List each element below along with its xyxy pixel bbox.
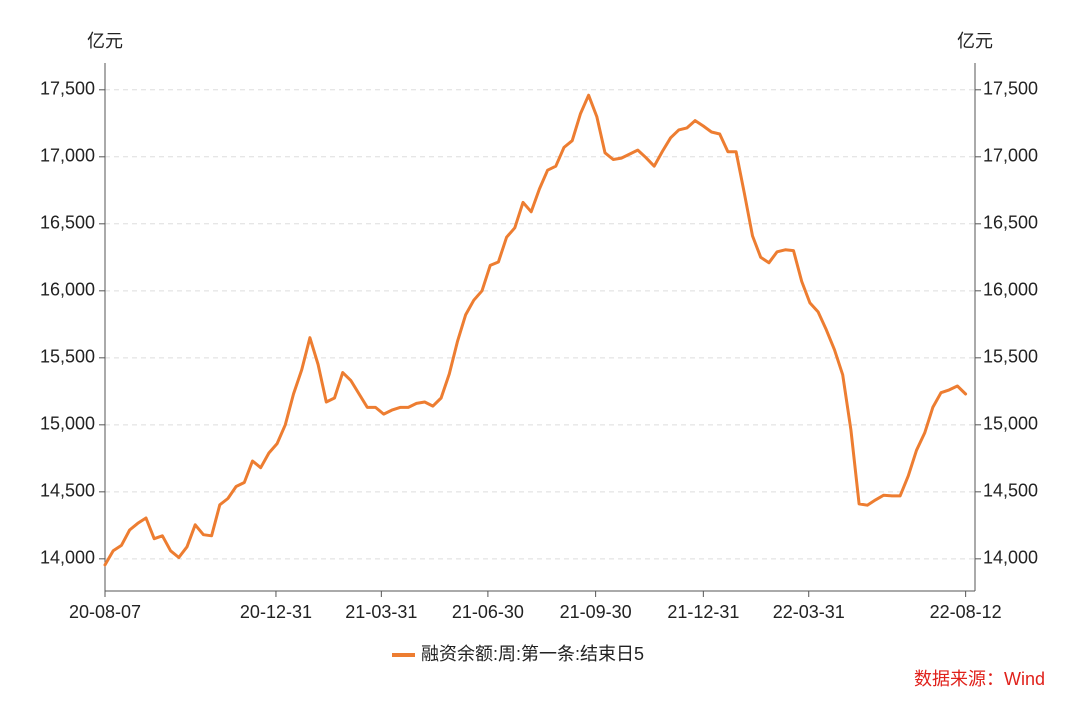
y-tick-label: 14,000: [40, 548, 95, 568]
y-axis-label: 亿元: [87, 31, 123, 51]
x-tick-label: 22-03-31: [773, 602, 845, 622]
y-tick-label: 17,500: [40, 79, 95, 99]
y2-tick-label: 17,000: [983, 146, 1038, 166]
x-tick-label: 21-03-31: [345, 602, 417, 622]
y2-axis-label: 亿元: [957, 31, 993, 51]
y2-tick-label: 15,000: [983, 414, 1038, 434]
source: 数据来源：Wind: [914, 669, 1045, 689]
x-tick-label: 21-06-30: [452, 602, 524, 622]
y2-tick-label: 14,500: [983, 481, 1038, 501]
line-series: [103, 93, 968, 567]
y2-tick-label: 16,500: [983, 213, 1038, 233]
y-tick-label: 16,000: [40, 280, 95, 300]
y2-tick-label: 16,000: [983, 280, 1038, 300]
legend-label: 融资余额:周:第一条:结束日5: [421, 644, 644, 664]
y2-tick-label: 17,500: [983, 79, 1038, 99]
x-tick-label: 22-08-12: [930, 602, 1002, 622]
x-tick-label: 20-12-31: [240, 602, 312, 622]
x-tick-label: 21-09-30: [560, 602, 632, 622]
x-tick-label: 20-08-07: [69, 602, 141, 622]
y2-tick-label: 14,000: [983, 548, 1038, 568]
y-tick-label: 17,000: [40, 146, 95, 166]
x-tick-label: 21-12-31: [667, 602, 739, 622]
y2-tick-label: 15,500: [983, 347, 1038, 367]
y-tick-label: 15,500: [40, 347, 95, 367]
y-tick-label: 15,000: [40, 414, 95, 434]
y-tick-label: 14,500: [40, 481, 95, 501]
y-tick-label: 16,500: [40, 213, 95, 233]
